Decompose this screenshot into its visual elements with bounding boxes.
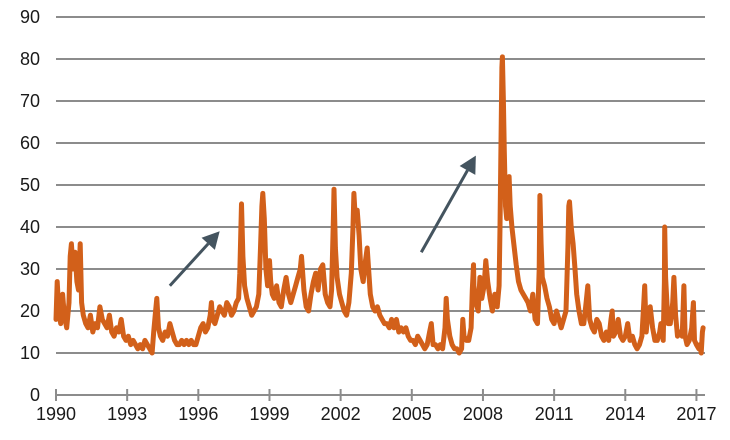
- x-tick-label: 1993: [107, 404, 147, 424]
- x-tick-label: 1996: [178, 404, 218, 424]
- arrow-icon: [168, 231, 220, 287]
- y-tick-label: 80: [20, 49, 40, 69]
- series-line: [53, 54, 706, 356]
- y-tick-label: 90: [20, 7, 40, 27]
- y-tick-label: 30: [20, 259, 40, 279]
- y-tick-label: 70: [20, 91, 40, 111]
- x-axis: [55, 389, 705, 401]
- y-tick-label: 0: [30, 385, 40, 405]
- x-tick-label: 1999: [249, 404, 289, 424]
- gridlines: [56, 16, 705, 354]
- x-tick-label: 2014: [605, 404, 645, 424]
- y-tick-label: 10: [20, 343, 40, 363]
- y-tick-label: 20: [20, 301, 40, 321]
- y-tick-label: 50: [20, 175, 40, 195]
- y-tick-label: 40: [20, 217, 40, 237]
- arrow-icon: [419, 155, 476, 253]
- x-tick-label: 2008: [463, 404, 503, 424]
- y-axis-tick-labels: 0 10 20 30 40 50 60 70 80 90: [20, 7, 40, 405]
- y-tick-label: 60: [20, 133, 40, 153]
- x-tick-label: 2011: [535, 404, 574, 424]
- x-tick-label: 1990: [36, 404, 76, 424]
- x-tick-label: 2017: [676, 404, 716, 424]
- x-axis-tick-labels: 1990 1993 1996 1999 2002 2005 2008 2011 2014 2017: [36, 404, 716, 424]
- x-tick-label: 2005: [392, 404, 432, 424]
- trend-arrows: [168, 155, 476, 287]
- x-tick-label: 2002: [321, 404, 361, 424]
